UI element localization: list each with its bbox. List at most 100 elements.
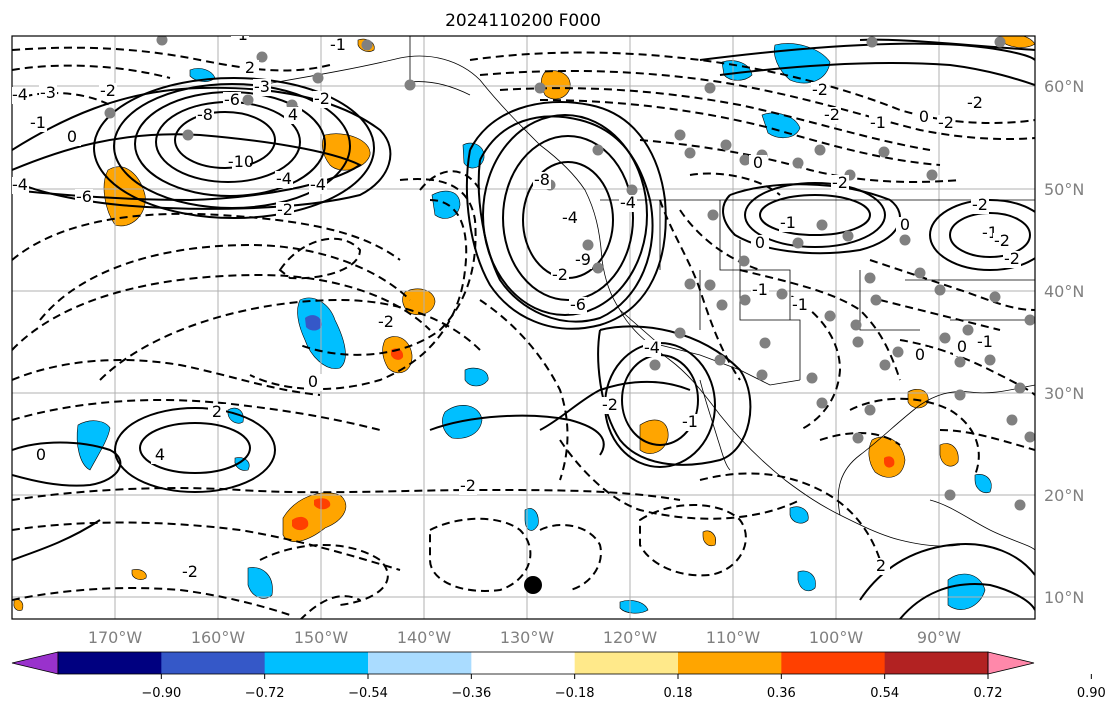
contour-label-bg	[63, 129, 81, 146]
contour-label-bg	[811, 82, 829, 99]
contour-labels: -4 -3 -2-10-2-4-6-8-10-4-3-4-62-1-1-24-4-8…	[12, 25, 1021, 581]
shade-patch	[13, 599, 24, 611]
contour-label: 0	[308, 372, 318, 391]
contour-label: -4	[12, 85, 28, 104]
contour-label-bg	[208, 404, 226, 421]
coastline-path	[259, 55, 961, 547]
contour-label: 0	[67, 127, 77, 146]
colorbar-border	[57, 651, 989, 675]
contour-label-bg	[937, 115, 955, 132]
contour-label: 4	[155, 445, 165, 464]
colorbar-tick-label: −0.18	[555, 686, 595, 701]
contour-label: 2	[876, 556, 886, 575]
map-frame	[11, 35, 1036, 620]
contour-label-bg	[869, 115, 887, 132]
contour-label-bg	[12, 87, 29, 104]
lat-tick-label: 40°N	[1044, 282, 1084, 301]
coastlines	[259, 36, 1035, 551]
contour-label-bg	[749, 155, 767, 172]
lat-tick-label: 50°N	[1044, 180, 1084, 199]
lon-tick-label: 160°W	[191, 628, 246, 647]
contour-label: -4	[620, 193, 636, 212]
colorbar-extend-max	[987, 651, 1035, 675]
lon-tick-labels: 170°W 160°W 150°W 140°W 130°W 120°W 110°…	[88, 628, 961, 647]
colorbar-tick-label: 0.72	[974, 686, 1003, 701]
contour-label: -1	[232, 25, 248, 44]
contour-label: -10	[228, 152, 254, 171]
shade-patch	[974, 474, 992, 493]
shade-patch	[305, 315, 322, 331]
shade-patch	[524, 508, 539, 531]
contour-label-bg	[751, 235, 769, 252]
shade-patch	[773, 43, 831, 84]
contour-label-bg	[253, 79, 271, 96]
lon-tick-label: 110°W	[706, 628, 761, 647]
contour-label-bg	[976, 334, 994, 351]
lon-tick-label: 170°W	[88, 628, 143, 647]
shade-patch	[619, 600, 649, 614]
contour-label-bg	[304, 374, 322, 391]
contour-label-bg	[459, 478, 477, 495]
contour-label: -2	[314, 89, 330, 108]
colorbar-tick-label: −0.54	[348, 686, 388, 701]
contour-label-bg	[329, 37, 347, 54]
contour-label-bg	[284, 107, 302, 124]
contour-label-bg	[751, 282, 769, 299]
contour-label: -9	[575, 250, 591, 269]
contour-label-bg	[223, 92, 241, 109]
contour-label: -2	[378, 312, 394, 331]
contour-label-bg	[551, 267, 569, 284]
contour-label-bg	[241, 60, 259, 77]
contour-label: -2	[182, 562, 198, 581]
contour-label-bg	[561, 210, 579, 227]
contour-label-bg	[831, 175, 849, 192]
contour-label: -6	[224, 90, 240, 109]
contour-label-bg	[971, 197, 989, 214]
colorbar-segment	[884, 652, 989, 674]
lon-tick-label: 150°W	[294, 628, 349, 647]
shade-patch	[131, 569, 147, 580]
lat-tick-label: 10°N	[1044, 588, 1084, 607]
map-panel	[12, 36, 1035, 619]
colorbar-ticks: −0.90 −0.72 −0.54 −0.36 −0.18 0.18 0.36 0.54 0.7…	[141, 674, 1105, 701]
contour-label: -2	[994, 231, 1010, 250]
contour-label-bg	[823, 107, 841, 124]
contour-label: -2	[460, 476, 476, 495]
contour-label-bg	[779, 215, 797, 232]
contour-label-bg	[911, 347, 929, 364]
contour-label: -2	[972, 195, 988, 214]
colorbar-segment	[781, 652, 886, 674]
colorbar-segment	[368, 652, 472, 674]
contour-label-bg	[643, 340, 661, 357]
contour-label-bg	[681, 414, 699, 431]
shade-patch	[702, 530, 716, 547]
lat-tick-label: 60°N	[1044, 77, 1084, 96]
contour-label: -4	[276, 169, 292, 188]
gridlines	[12, 36, 1035, 619]
shade-patch	[789, 506, 809, 524]
lat-tick-label: 30°N	[1044, 384, 1084, 403]
shade-patch	[247, 567, 273, 599]
center-marker	[524, 576, 542, 594]
contour-label: -1	[330, 35, 346, 54]
contour-label: 2	[245, 58, 255, 77]
contour-label: -2	[100, 81, 116, 100]
contour-label-bg	[993, 233, 1011, 250]
contour-label: 0	[957, 337, 967, 356]
colorbar-tick-label: −0.72	[245, 686, 285, 701]
contour-label: -1	[752, 280, 768, 299]
contour-label-bg	[196, 107, 214, 124]
coastline-path	[699, 379, 731, 471]
contour-label-bg	[1003, 251, 1021, 268]
contour-label-bg	[39, 85, 57, 102]
contour-label-bg	[313, 91, 331, 108]
contour-label-bg	[232, 154, 250, 171]
coastline-path	[837, 384, 1035, 516]
contour-label-bg	[953, 339, 971, 356]
contour-label-bg	[896, 217, 914, 234]
contour-label: -2	[824, 105, 840, 124]
contour-label-bg	[75, 189, 93, 206]
contour-label: -2	[552, 265, 568, 284]
shade-patch	[314, 498, 331, 510]
